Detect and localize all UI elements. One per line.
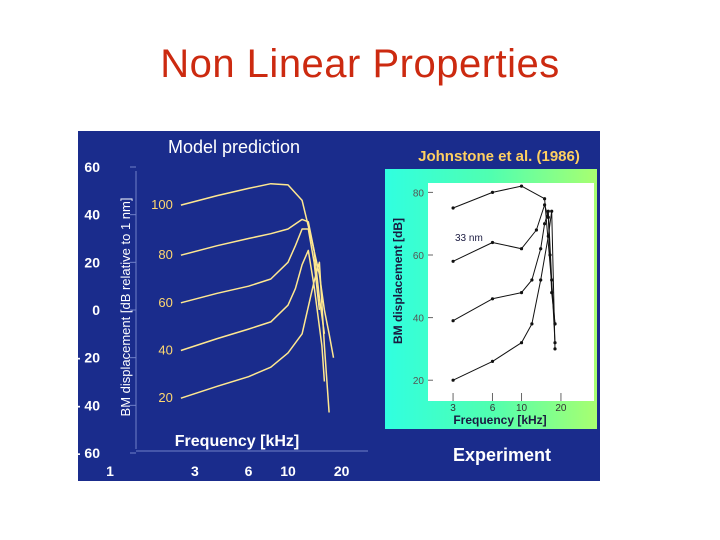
experiment-title: Johnstone et al. (1986) — [418, 148, 580, 165]
experiment-annotation: 33 nm — [455, 233, 483, 244]
experiment-point — [534, 228, 538, 232]
experiment-point — [451, 206, 455, 210]
model-series-labels: 100 80 60 40 20 — [151, 197, 173, 405]
experiment-point — [546, 234, 550, 238]
experiment-point — [543, 197, 547, 201]
experiment-point — [543, 222, 547, 226]
experiment-y-tick-label: 40 — [413, 314, 425, 325]
model-x-tick-label: 20 — [334, 463, 350, 479]
model-panel: Model prediction BM displacement [dB rel… — [78, 137, 368, 479]
model-x-axis-label: Frequency [kHz] — [175, 433, 299, 450]
model-x-tick-label: 3 — [191, 463, 199, 479]
experiment-curves — [451, 184, 557, 382]
experiment-point — [539, 247, 543, 251]
model-series-label-80: 80 — [158, 247, 172, 262]
experiment-point — [490, 190, 495, 194]
experiment-point — [550, 209, 554, 213]
model-series-label-60: 60 — [158, 295, 172, 310]
experiment-x-tick-label: 6 — [490, 403, 496, 414]
figure-panel: Model prediction BM displacement [dB rel… — [78, 131, 600, 481]
experiment-point — [553, 347, 557, 351]
experiment-x-tick-label: 3 — [450, 403, 456, 414]
experiment-point — [530, 322, 534, 326]
model-y-tick-label: 40 — [84, 207, 100, 223]
experiment-point — [451, 319, 455, 323]
experiment-point — [519, 247, 524, 251]
model-y-tick-label: 0 — [92, 302, 100, 318]
experiment-point — [490, 297, 495, 301]
experiment-y-axis-label: BM displacement [dB] — [391, 218, 405, 344]
experiment-point — [543, 203, 547, 207]
experiment-x-tick-label: 20 — [555, 403, 567, 414]
experiment-x-axis-label: Frequency [kHz] — [453, 413, 546, 427]
model-curve-40 — [180, 249, 326, 382]
experiment-point — [519, 341, 524, 345]
model-y-tick-label: 60 — [84, 159, 100, 175]
experiment-panel: Johnstone et al. (1986) BM displacement … — [385, 148, 597, 465]
model-y-tick-label: - 40 — [78, 397, 100, 413]
model-y-ticks: 60 40 20 0 - 20 - 40 - 60 — [78, 159, 136, 461]
model-series-label-20: 20 — [158, 390, 172, 405]
experiment-point — [490, 359, 495, 363]
slide-title: Non Linear Properties — [160, 42, 560, 86]
experiment-plot-area — [428, 183, 594, 401]
experiment-point — [550, 278, 554, 282]
experiment-y-ticks: 80 60 40 20 — [413, 188, 433, 387]
model-x-tick-label: 1 — [106, 463, 114, 479]
experiment-point — [519, 291, 524, 295]
figure-svg: Model prediction BM displacement [dB rel… — [78, 137, 597, 479]
experiment-point — [539, 278, 543, 282]
model-x-tick-label: 10 — [280, 463, 296, 479]
model-x-tick-label: 6 — [245, 463, 253, 479]
experiment-x-ticks: 3 6 10 20 — [450, 393, 567, 414]
model-curve-100 — [180, 182, 335, 358]
model-y-tick-label: 20 — [84, 254, 100, 270]
experiment-y-tick-label: 80 — [413, 188, 425, 199]
model-curves — [180, 182, 335, 413]
model-curve-80 — [180, 218, 326, 334]
model-series-label-100: 100 — [151, 197, 173, 212]
experiment-y-tick-label: 60 — [413, 251, 425, 262]
experiment-point — [451, 378, 455, 382]
experiment-point — [546, 209, 550, 213]
model-x-ticks: 1 3 6 10 20 — [106, 463, 350, 479]
model-y-tick-label: - 60 — [78, 445, 100, 461]
experiment-curve-4 — [452, 210, 556, 381]
model-curve-20 — [180, 261, 330, 413]
experiment-y-tick-label: 20 — [413, 376, 425, 387]
experiment-point — [519, 184, 524, 188]
model-series-label-40: 40 — [158, 343, 172, 358]
model-y-axis-label: BM displacement [dB relative to 1 nm] — [118, 198, 133, 417]
experiment-point — [530, 278, 534, 282]
experiment-x-tick-label: 10 — [516, 403, 528, 414]
experiment-footer-label: Experiment — [453, 445, 551, 465]
experiment-point — [490, 240, 495, 245]
experiment-point — [451, 259, 455, 263]
model-y-tick-label: - 20 — [78, 350, 100, 366]
model-title: Model prediction — [168, 137, 300, 157]
model-curve-60 — [180, 228, 321, 311]
